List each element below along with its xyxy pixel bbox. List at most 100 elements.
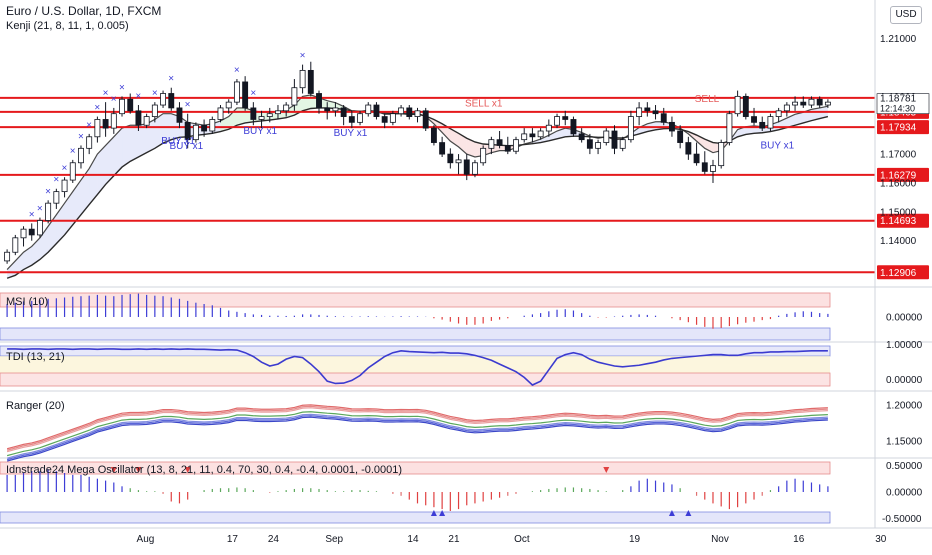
candle-down <box>529 133 536 138</box>
candle-up <box>619 139 626 149</box>
ribbon-segment <box>56 203 65 244</box>
current-price-label: 1.18781 <box>880 94 917 105</box>
ribbon-segment <box>130 125 139 162</box>
candle-down <box>28 228 35 236</box>
ribbon-segment <box>228 107 237 130</box>
signal-marker: × <box>234 65 240 76</box>
candle-up <box>808 98 815 106</box>
candle-down <box>340 107 347 117</box>
candle-up <box>143 116 150 126</box>
candle-down <box>447 153 454 164</box>
time-tick-label: 24 <box>268 534 280 545</box>
candle-down <box>685 142 692 155</box>
level-tag <box>877 213 929 228</box>
mega-sell-marker <box>135 467 142 473</box>
candle-up <box>266 113 273 117</box>
tdi-pane <box>0 345 831 387</box>
tdi-label[interactable]: TDI (13, 21) <box>6 351 65 363</box>
currency-badge[interactable]: USD <box>890 6 922 24</box>
candle-up <box>554 116 560 126</box>
tdi-lower-zone <box>0 372 831 387</box>
signal-marker: × <box>168 74 174 85</box>
candle-up <box>225 101 232 109</box>
ribbon-segment <box>458 133 467 155</box>
candle-down <box>701 162 708 172</box>
candle-up <box>545 124 552 132</box>
candle-down <box>168 93 175 109</box>
candle-down <box>102 119 109 129</box>
price-axis: 1.184651.179341.162791.146931.129061.140… <box>874 0 930 528</box>
indicator-label[interactable]: Kenji (21, 8, 11, 1, 0.005) <box>6 20 129 32</box>
candle-down <box>800 101 807 106</box>
mega-tick-label: -0.50000 <box>882 514 922 525</box>
mega-oscillator-pane <box>0 461 831 524</box>
candle-up <box>299 69 306 89</box>
ribbon-segment <box>548 131 558 141</box>
ribbon-segment <box>39 226 49 260</box>
candle-up <box>78 147 84 164</box>
candle-down <box>430 127 437 143</box>
candle-up <box>603 130 610 143</box>
time-tick-label: Aug <box>137 534 155 545</box>
candle-up <box>258 116 265 120</box>
candle-down <box>176 107 183 123</box>
candle-up <box>110 113 117 129</box>
mega-upper-zone <box>0 461 831 475</box>
candle-down <box>586 139 593 149</box>
signal-marker: × <box>103 88 109 99</box>
candle-down <box>816 98 823 106</box>
candle-down <box>504 145 511 152</box>
candle-up <box>365 104 372 115</box>
ribbon-segment <box>23 246 32 270</box>
signal-marker: × <box>94 103 100 114</box>
buy-annotation: BUY x1 <box>334 128 368 139</box>
ribbon-segment <box>154 113 164 149</box>
candle-up <box>734 95 741 115</box>
ribbon-segment <box>122 125 131 168</box>
signal-marker: × <box>135 91 141 102</box>
time-tick-label: 14 <box>407 534 419 545</box>
candle-down <box>316 93 322 109</box>
candle-up <box>718 142 725 167</box>
candle-down <box>570 119 577 135</box>
level-tag-label: 1.12906 <box>880 268 917 279</box>
candle-up <box>86 136 93 149</box>
candle-up <box>726 113 733 143</box>
candle-up <box>151 104 158 117</box>
ribbon-segment <box>795 112 804 126</box>
sell-annotation: SELL <box>695 94 720 105</box>
countdown-label: 12:14:30 <box>880 104 915 114</box>
candle-down <box>201 124 208 132</box>
candle-up <box>595 142 602 149</box>
ribbon-segment <box>113 128 123 176</box>
mega-oscillator-label[interactable]: Idnstrade24 Mega Oscillator (13, 8, 21, … <box>6 464 403 476</box>
msi-label[interactable]: MSI (10) <box>6 296 49 308</box>
ribbon-segment <box>105 136 114 185</box>
ranger-band <box>6 416 828 462</box>
candle-down <box>406 107 413 117</box>
msi-lower-zone <box>0 327 831 341</box>
tdi-tick-label: 1.00000 <box>886 340 923 351</box>
ranger-label[interactable]: Ranger (20) <box>6 400 65 412</box>
candle-up <box>283 104 290 112</box>
candle-up <box>398 107 405 115</box>
level-tag <box>877 120 929 135</box>
candle-down <box>381 116 388 123</box>
candle-down <box>578 133 585 141</box>
signal-marker: × <box>53 175 59 186</box>
candle-down <box>135 110 142 126</box>
candle-up <box>36 220 43 236</box>
ribbon-segment <box>89 154 98 205</box>
candle-down <box>250 107 257 120</box>
current-price-tag <box>876 93 930 114</box>
candle-up <box>119 98 125 115</box>
msi-upper-zone <box>0 292 831 308</box>
candle-up <box>627 116 634 141</box>
candle-up <box>275 110 281 115</box>
candle-up <box>291 87 298 106</box>
candle-down <box>669 121 675 132</box>
candle-down <box>759 121 766 129</box>
ribbon-segment <box>163 113 172 144</box>
